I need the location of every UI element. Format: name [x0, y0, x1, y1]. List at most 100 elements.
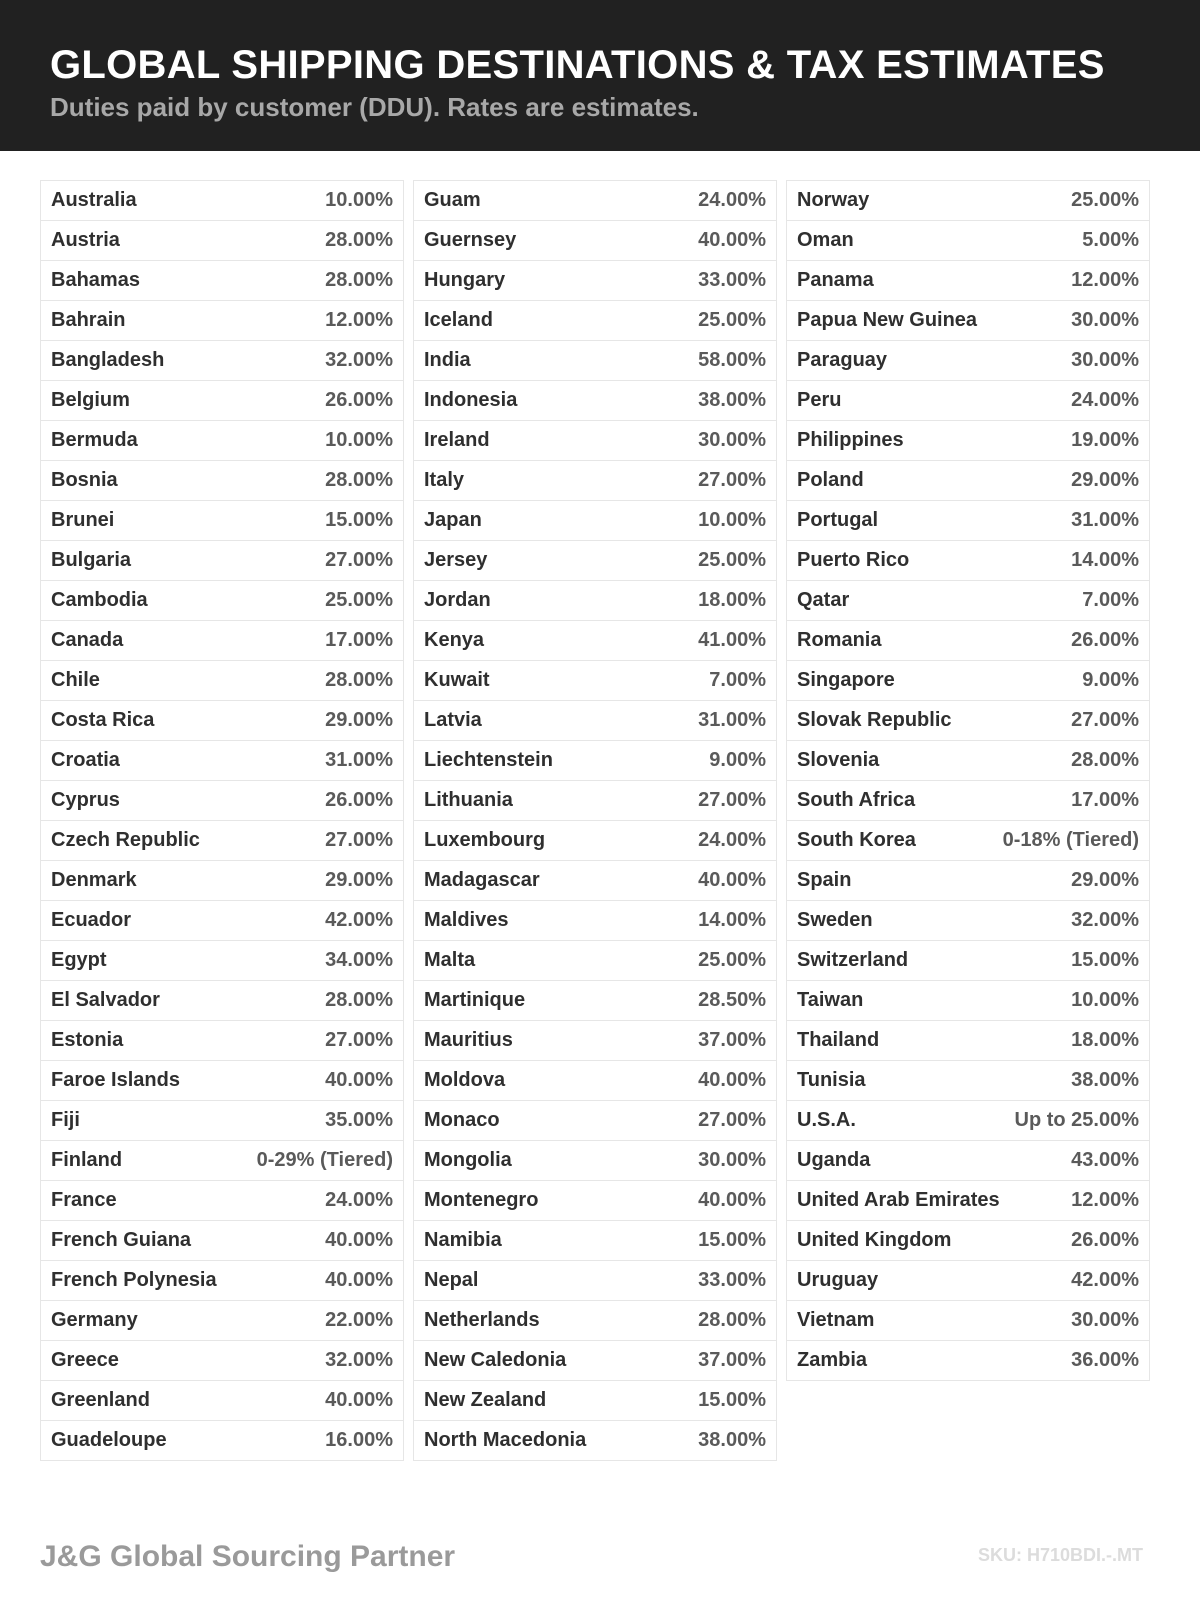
country-name: India	[424, 349, 471, 371]
tax-rate: 27.00%	[325, 829, 393, 851]
tax-rate: 15.00%	[1071, 949, 1139, 971]
tax-rate: 36.00%	[1071, 1349, 1139, 1371]
tax-rate: 27.00%	[698, 469, 766, 491]
table-row: Belgium 26.00%	[41, 381, 403, 421]
table-row: Czech Republic 27.00%	[41, 821, 403, 861]
country-name: Lithuania	[424, 789, 513, 811]
country-name: Bangladesh	[51, 349, 165, 371]
table-row: Uganda 43.00%	[787, 1141, 1149, 1181]
tax-rate: 31.00%	[698, 709, 766, 731]
table-row: Chile 28.00%	[41, 661, 403, 701]
tax-rate: 42.00%	[325, 909, 393, 931]
tax-rate: 38.00%	[698, 1429, 766, 1451]
tax-rate: 18.00%	[1071, 1029, 1139, 1051]
tax-rate: 30.00%	[1071, 1309, 1139, 1331]
country-name: Namibia	[424, 1229, 502, 1251]
tax-rate: 24.00%	[1071, 389, 1139, 411]
country-name: Ecuador	[51, 909, 132, 931]
table-row: Guernsey 40.00%	[414, 221, 776, 261]
table-row: United Arab Emirates 12.00%	[787, 1181, 1149, 1221]
country-name: Belgium	[51, 389, 130, 411]
country-name: Greenland	[51, 1389, 150, 1411]
country-name: Egypt	[51, 949, 107, 971]
table-row: Latvia 31.00%	[414, 701, 776, 741]
tax-rate: 10.00%	[1071, 989, 1139, 1011]
country-name: Thailand	[797, 1029, 880, 1051]
table-row: Kenya 41.00%	[414, 621, 776, 661]
country-name: Bahrain	[51, 309, 126, 331]
table-row: India 58.00%	[414, 341, 776, 381]
table-row: Bulgaria 27.00%	[41, 541, 403, 581]
table-row: Papua New Guinea 30.00%	[787, 301, 1149, 341]
tax-rate: 25.00%	[698, 309, 766, 331]
country-name: Kuwait	[424, 669, 490, 691]
table-row: French Guiana 40.00%	[41, 1221, 403, 1261]
country-name: Canada	[51, 629, 124, 651]
country-name: Philippines	[797, 429, 904, 451]
table-row: Egypt 34.00%	[41, 941, 403, 981]
tax-rate: 31.00%	[325, 749, 393, 771]
tax-rate: 32.00%	[325, 349, 393, 371]
tax-rate: 41.00%	[698, 629, 766, 651]
table-row: Spain 29.00%	[787, 861, 1149, 901]
table-row: South Korea 0-18% (Tiered)	[787, 821, 1149, 861]
table-row: Montenegro 40.00%	[414, 1181, 776, 1221]
tax-rate: 18.00%	[698, 589, 766, 611]
table-row: Greece 32.00%	[41, 1341, 403, 1381]
tax-rate: 5.00%	[1082, 229, 1139, 251]
rates-table-column-1: Australia 10.00% Austria 28.00% Bahamas 28.00…	[40, 180, 404, 1461]
tax-rate: 26.00%	[1071, 1229, 1139, 1251]
table-row: Australia 10.00%	[41, 181, 403, 221]
table-row: Malta 25.00%	[414, 941, 776, 981]
tax-rate: 0-18% (Tiered)	[1002, 829, 1139, 851]
tax-rate: 12.00%	[325, 309, 393, 331]
country-name: Peru	[797, 389, 842, 411]
tax-rate: 38.00%	[1071, 1069, 1139, 1091]
tax-rate: 35.00%	[325, 1109, 393, 1131]
country-name: Guernsey	[424, 229, 517, 251]
table-row: New Zealand 15.00%	[414, 1381, 776, 1421]
tax-rate: 15.00%	[698, 1229, 766, 1251]
country-name: New Caledonia	[424, 1349, 567, 1371]
table-row: Finland 0-29% (Tiered)	[41, 1141, 403, 1181]
tax-rate: 25.00%	[698, 949, 766, 971]
table-row: Romania 26.00%	[787, 621, 1149, 661]
country-name: Kenya	[424, 629, 485, 651]
country-name: Estonia	[51, 1029, 124, 1051]
table-row: North Macedonia 38.00%	[414, 1421, 776, 1461]
tax-rate: 58.00%	[698, 349, 766, 371]
table-row: Oman 5.00%	[787, 221, 1149, 261]
country-name: Iceland	[424, 309, 493, 331]
tax-rate: 27.00%	[1071, 709, 1139, 731]
table-row: Martinique 28.50%	[414, 981, 776, 1021]
tax-rate: 40.00%	[325, 1229, 393, 1251]
country-name: Slovenia	[797, 749, 880, 771]
country-name: Monaco	[424, 1109, 500, 1131]
table-row: Nepal 33.00%	[414, 1261, 776, 1301]
table-row: Costa Rica 29.00%	[41, 701, 403, 741]
country-name: Luxembourg	[424, 829, 546, 851]
tax-rate: 17.00%	[325, 629, 393, 651]
table-row: Philippines 19.00%	[787, 421, 1149, 461]
country-name: Romania	[797, 629, 882, 651]
tax-rate: 25.00%	[1071, 189, 1139, 211]
table-row: Cambodia 25.00%	[41, 581, 403, 621]
tax-rate: 30.00%	[1071, 309, 1139, 331]
table-row: Monaco 27.00%	[414, 1101, 776, 1141]
table-row: Mauritius 37.00%	[414, 1021, 776, 1061]
country-name: Mauritius	[424, 1029, 513, 1051]
tax-rate: 7.00%	[709, 669, 766, 691]
table-row: Greenland 40.00%	[41, 1381, 403, 1421]
table-row: Faroe Islands 40.00%	[41, 1061, 403, 1101]
tax-rate: 30.00%	[698, 1149, 766, 1171]
tax-rate: 19.00%	[1071, 429, 1139, 451]
rates-table-column-2: Guam 24.00% Guernsey 40.00% Hungary 33.00% Ice…	[413, 180, 777, 1461]
country-name: Guadeloupe	[51, 1429, 167, 1451]
table-row: Lithuania 27.00%	[414, 781, 776, 821]
country-name: Portugal	[797, 509, 879, 531]
country-name: Indonesia	[424, 389, 518, 411]
country-name: Faroe Islands	[51, 1069, 180, 1091]
table-row: Estonia 27.00%	[41, 1021, 403, 1061]
table-row: Italy 27.00%	[414, 461, 776, 501]
country-name: French Polynesia	[51, 1269, 217, 1291]
